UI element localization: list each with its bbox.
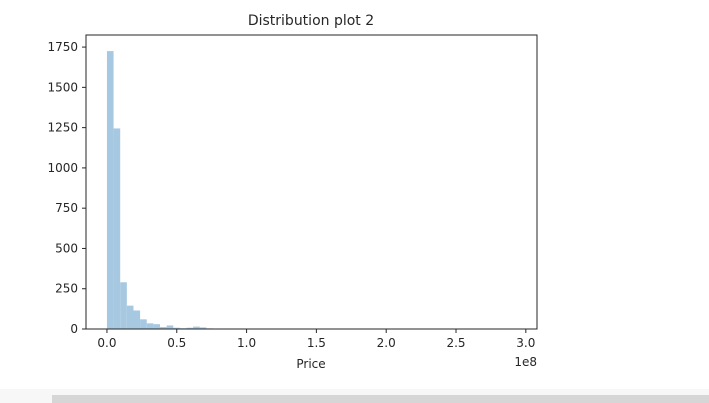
histogram-bar xyxy=(113,128,121,329)
horizontal-scrollbar[interactable] xyxy=(52,395,709,403)
histogram-bar xyxy=(153,324,161,329)
histogram-bar xyxy=(140,319,147,329)
x-axis-title: Price xyxy=(296,357,325,371)
histogram-bar xyxy=(160,327,167,329)
histogram-bar xyxy=(193,326,200,329)
x-tick-label: 0.5 xyxy=(167,336,186,350)
x-tick-label: 0.0 xyxy=(97,336,116,350)
y-tick-label: 1250 xyxy=(47,121,78,135)
y-tick-label: 750 xyxy=(55,201,78,215)
histogram-bar xyxy=(166,325,174,329)
x-tick-label: 3.0 xyxy=(516,336,535,350)
histogram-bar xyxy=(146,323,154,329)
y-axis-ticks: 0 250 500 750 1000 1250 1500 1750 xyxy=(47,40,86,336)
chart-title: Distribution plot 2 xyxy=(248,13,374,29)
histogram-bar xyxy=(186,327,194,329)
histogram-bars xyxy=(106,51,525,330)
y-tick-label: 250 xyxy=(55,282,78,296)
y-tick-label: 1500 xyxy=(47,80,78,94)
y-tick-label: 1000 xyxy=(47,161,78,175)
histogram-bar xyxy=(173,327,180,329)
histogram-bar xyxy=(120,282,127,329)
histogram-bar xyxy=(133,310,141,329)
histogram-bar xyxy=(126,305,134,329)
histogram-bar xyxy=(106,51,114,329)
x-axis-offset-text: 1e8 xyxy=(514,355,537,369)
x-tick-label: 2.0 xyxy=(377,336,396,350)
x-tick-label: 2.5 xyxy=(446,336,465,350)
x-tick-label: 1.0 xyxy=(237,336,256,350)
x-tick-label: 1.5 xyxy=(307,336,326,350)
plot-frame xyxy=(85,34,538,330)
y-tick-label: 500 xyxy=(55,241,78,255)
histogram-bar xyxy=(199,327,207,329)
x-axis-ticks: 0.0 0.5 1.0 1.5 2.0 2.5 3.0 xyxy=(97,329,535,350)
y-tick-label: 1750 xyxy=(47,40,78,54)
y-tick-label: 0 xyxy=(70,322,78,336)
